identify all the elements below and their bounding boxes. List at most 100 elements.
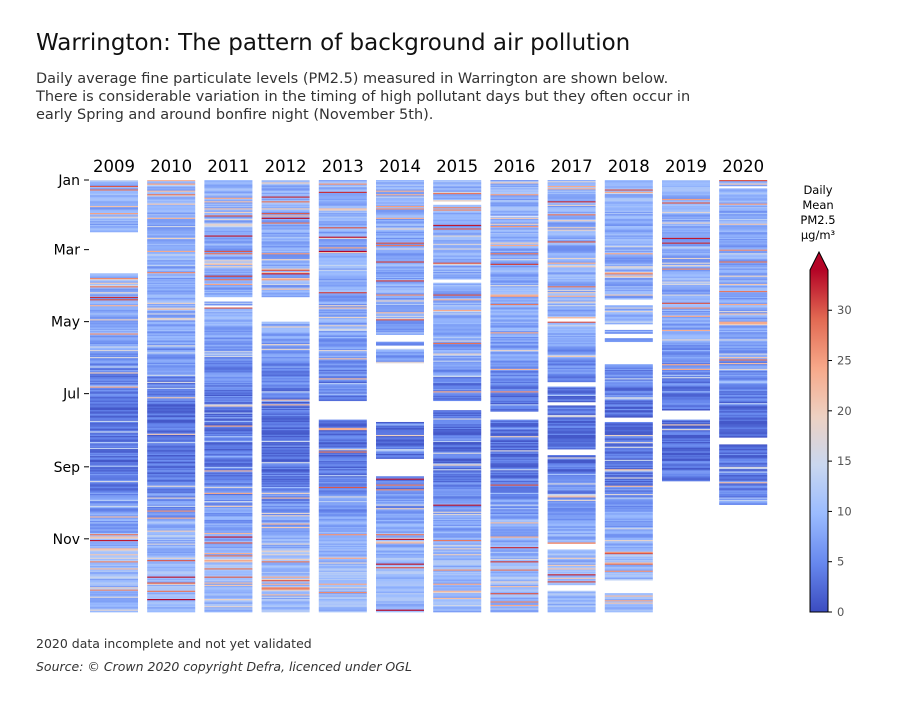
day-cell bbox=[318, 470, 367, 472]
day-cell bbox=[90, 453, 138, 456]
day-cell bbox=[204, 201, 253, 203]
day-cell bbox=[719, 495, 768, 497]
day-cell bbox=[490, 254, 539, 256]
day-cell bbox=[261, 397, 310, 399]
day-cell bbox=[719, 339, 768, 341]
day-cell bbox=[547, 429, 596, 431]
day-cell bbox=[376, 316, 424, 319]
day-cell bbox=[490, 463, 539, 465]
day-cell bbox=[433, 181, 482, 183]
day-cell bbox=[662, 342, 710, 345]
day-cell bbox=[547, 229, 596, 232]
day-cell bbox=[490, 240, 539, 242]
day-cell bbox=[604, 556, 653, 559]
day-cell bbox=[261, 242, 310, 245]
day-cell bbox=[433, 345, 482, 347]
day-cell bbox=[662, 333, 710, 335]
day-cell bbox=[662, 243, 710, 246]
day-cell bbox=[547, 334, 596, 337]
day-cell bbox=[433, 440, 482, 443]
day-cell bbox=[261, 548, 310, 550]
day-cell bbox=[433, 552, 482, 555]
day-cell bbox=[662, 259, 710, 261]
day-cell bbox=[433, 434, 482, 437]
day-cell bbox=[490, 257, 539, 260]
day-cell bbox=[547, 573, 596, 575]
day-cell bbox=[318, 312, 367, 314]
day-cell bbox=[604, 557, 653, 560]
day-cell bbox=[547, 527, 596, 529]
day-cell bbox=[318, 289, 367, 292]
day-cell bbox=[490, 379, 539, 382]
day-cell bbox=[204, 223, 253, 226]
day-cell bbox=[147, 476, 196, 478]
day-cell bbox=[90, 578, 138, 581]
day-cell bbox=[376, 594, 424, 596]
day-cell bbox=[433, 602, 482, 605]
day-cell bbox=[204, 491, 253, 494]
day-cell bbox=[604, 384, 653, 386]
day-cell bbox=[719, 306, 768, 308]
day-cell bbox=[90, 413, 138, 416]
day-cell bbox=[90, 607, 138, 609]
day-cell bbox=[719, 445, 768, 448]
day-cell bbox=[604, 495, 653, 497]
day-cell bbox=[90, 439, 138, 442]
day-cell bbox=[204, 399, 253, 402]
day-cell bbox=[719, 320, 768, 322]
day-cell bbox=[433, 198, 482, 201]
day-cell bbox=[376, 331, 424, 333]
day-cell bbox=[490, 530, 539, 533]
day-cell bbox=[261, 332, 310, 334]
colorbar-tick-label: 25 bbox=[837, 354, 852, 368]
day-cell bbox=[147, 567, 196, 569]
day-cell bbox=[662, 449, 710, 451]
day-cell bbox=[261, 473, 310, 476]
day-cell bbox=[147, 260, 196, 262]
day-cell bbox=[147, 195, 196, 197]
day-cell bbox=[662, 338, 710, 340]
day-cell bbox=[318, 492, 367, 495]
day-cell bbox=[662, 185, 710, 188]
day-cell bbox=[376, 575, 424, 577]
day-cell bbox=[261, 550, 310, 553]
day-cell bbox=[490, 606, 539, 608]
day-cell bbox=[662, 215, 710, 217]
day-cell bbox=[147, 495, 196, 497]
day-cell bbox=[433, 324, 482, 326]
day-cell bbox=[90, 347, 138, 350]
day-cell bbox=[204, 289, 253, 292]
day-cell bbox=[147, 479, 196, 482]
day-cell bbox=[719, 460, 768, 463]
day-cell bbox=[662, 183, 710, 186]
day-cell bbox=[90, 535, 138, 537]
day-cell bbox=[261, 352, 310, 354]
day-cell bbox=[604, 498, 653, 501]
day-cell bbox=[433, 223, 482, 226]
day-cell bbox=[147, 368, 196, 371]
day-cell bbox=[604, 243, 653, 246]
day-cell bbox=[204, 469, 253, 471]
day-cell bbox=[547, 514, 596, 516]
day-cell bbox=[547, 591, 596, 594]
day-cell bbox=[318, 319, 367, 321]
day-cell bbox=[318, 498, 367, 501]
day-cell bbox=[147, 550, 196, 553]
day-cell bbox=[318, 421, 367, 424]
day-cell bbox=[261, 224, 310, 227]
day-cell bbox=[547, 190, 596, 193]
day-cell bbox=[547, 524, 596, 527]
day-cell bbox=[204, 443, 253, 445]
day-cell bbox=[376, 274, 424, 276]
day-cell bbox=[490, 290, 539, 293]
day-cell bbox=[490, 352, 539, 354]
year-column-2010 bbox=[147, 180, 196, 613]
day-cell bbox=[90, 194, 138, 196]
day-cell bbox=[662, 288, 710, 291]
day-cell bbox=[490, 308, 539, 311]
day-cell bbox=[433, 261, 482, 263]
day-cell bbox=[318, 399, 367, 402]
day-cell bbox=[490, 493, 539, 496]
day-cell bbox=[490, 228, 539, 230]
subtitle-line: Daily average fine particulate levels (P… bbox=[36, 71, 669, 87]
